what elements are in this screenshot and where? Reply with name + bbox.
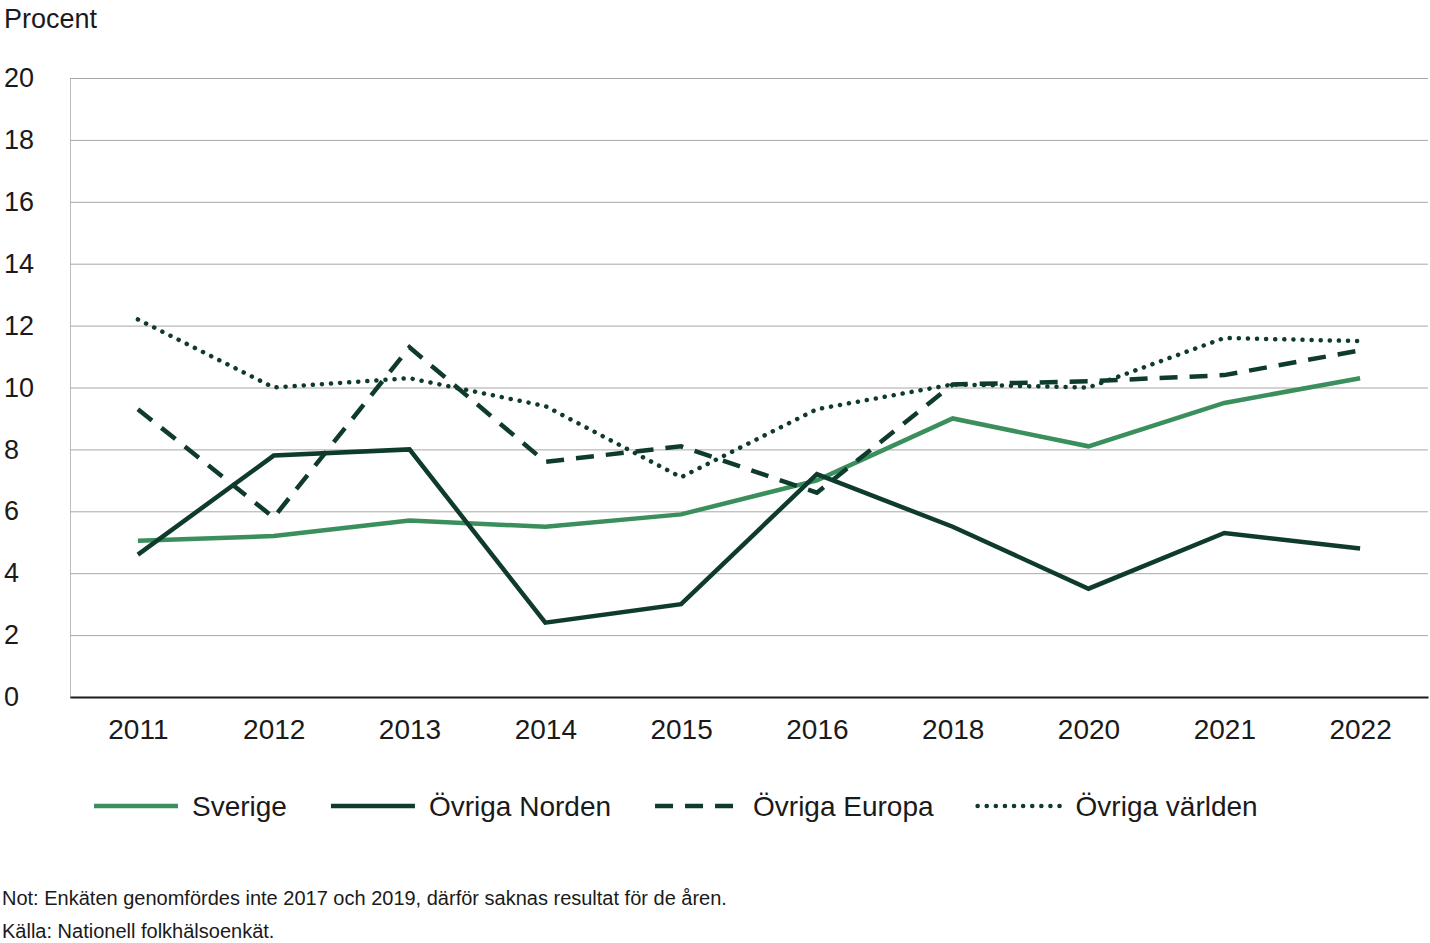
x-tick-label: 2020: [1058, 714, 1120, 745]
x-tick: 2021: [1194, 697, 1256, 745]
y-tick-label: 12: [4, 311, 34, 341]
note: Not: Enkäten genomfördes inte 2017 och 2…: [2, 887, 727, 909]
x-tick: 2011: [108, 697, 168, 745]
x-axis: 2011 2012 2013 2014 2015 2016 2018 2020 2021 2022: [71, 697, 1429, 745]
legend-swatch: [978, 804, 1062, 809]
y-tick-label: 18: [4, 125, 34, 155]
y-tick-label: 2: [4, 620, 19, 650]
note: Källa: Nationell folkhälsoenkät.: [2, 920, 274, 942]
x-tick: 2013: [379, 697, 441, 745]
y-tick-label: 16: [4, 187, 34, 217]
legend-item: Övriga världen: [978, 791, 1258, 822]
x-tick: 2016: [786, 697, 848, 745]
x-tick-label: 2012: [243, 714, 305, 745]
legend-swatch: [331, 804, 415, 809]
x-axis-line: [71, 697, 1429, 699]
y-tick-label: 8: [4, 435, 19, 465]
x-tick-label: 2011: [108, 714, 168, 745]
x-tick-label: 2016: [786, 714, 848, 745]
x-tick-label: 2015: [650, 714, 712, 745]
grid-line: [70, 449, 1428, 450]
grid-line: [70, 78, 1428, 79]
y-axis-line: [71, 79, 1429, 698]
x-tick: 2015: [650, 697, 712, 745]
x-tick-label: 2018: [922, 714, 984, 745]
y-axis-title: Procent: [4, 4, 98, 34]
grid-line: [70, 326, 1428, 327]
y-tick-label: 6: [4, 496, 19, 526]
x-tick: 2012: [243, 697, 305, 745]
grid-line: [70, 573, 1428, 574]
y-tick: 6: [4, 496, 1428, 526]
grid-line: [70, 140, 1428, 141]
grid-line: [70, 388, 1428, 389]
x-tick-label: 2014: [515, 714, 577, 745]
series-line: [138, 347, 1360, 517]
y-tick-label: 14: [4, 249, 34, 279]
y-tick-label: 0: [4, 682, 19, 712]
y-tick: 14: [4, 249, 1428, 279]
grid-line: [70, 202, 1428, 203]
series-line: [138, 319, 1360, 477]
legend-label: Övriga Norden: [429, 791, 611, 822]
legend-label: Sverige: [192, 791, 287, 822]
x-tick-label: 2022: [1329, 714, 1391, 745]
series-line: [138, 449, 1360, 622]
legend-swatch: [94, 804, 178, 809]
grid-line: [70, 264, 1428, 265]
y-tick: 10: [4, 373, 1428, 403]
y-tick-label: 4: [4, 558, 19, 588]
y-tick-label: 20: [4, 63, 34, 93]
legend-label: Övriga Europa: [753, 791, 934, 822]
grid-line: [70, 511, 1428, 512]
y-tick: 2: [4, 620, 1428, 650]
legend-item: Sverige: [94, 791, 287, 822]
legend: Sverige Övriga Norden Övriga Europa Övriga …: [94, 791, 1258, 822]
legend-label: Övriga världen: [1076, 791, 1258, 822]
x-tick-label: 2021: [1194, 714, 1256, 745]
y-tick: 0: [4, 682, 1428, 712]
chart: Procent 0 2 4 6 8 10 12 14 16 18 20 2011 2012 2013 2014…: [0, 0, 1430, 943]
y-tick: 20: [4, 63, 1428, 93]
y-tick: 18: [4, 125, 1428, 155]
y-tick: 12: [4, 311, 1428, 341]
x-tick-label: 2013: [379, 714, 441, 745]
grid-line: [70, 697, 1428, 698]
legend-swatch: [655, 804, 739, 809]
x-tick: 2022: [1329, 697, 1391, 745]
y-axis: 0 2 4 6 8 10 12 14 16 18 20: [4, 63, 1428, 712]
legend-item: Övriga Norden: [331, 791, 611, 822]
x-tick: 2018: [922, 697, 984, 745]
x-tick: 2014: [515, 697, 577, 745]
x-tick: 2020: [1058, 697, 1120, 745]
y-tick: 16: [4, 187, 1428, 217]
legend-item: Övriga Europa: [655, 791, 934, 822]
grid-line: [70, 635, 1428, 636]
lines: [138, 319, 1360, 622]
y-tick-label: 10: [4, 373, 34, 403]
